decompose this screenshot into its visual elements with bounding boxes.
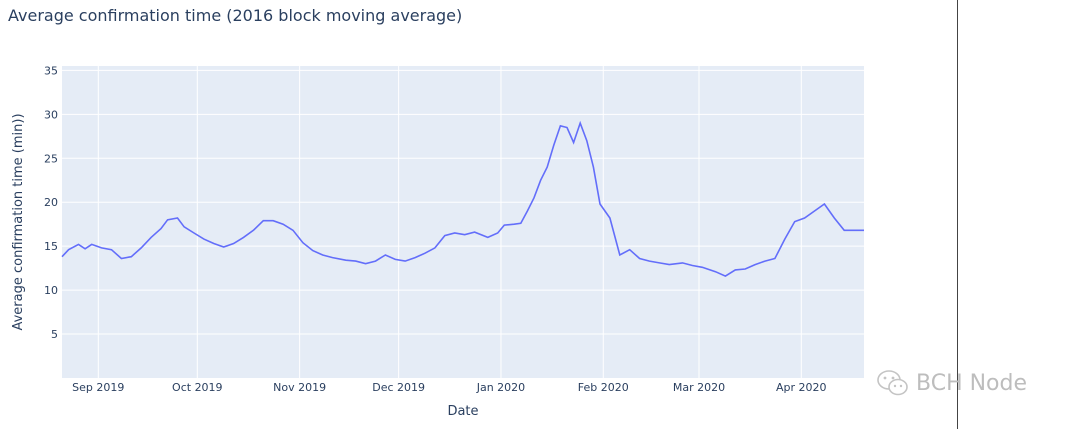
- x-tick-label: Sep 2019: [72, 381, 124, 394]
- plot-area: [62, 66, 864, 378]
- x-tick-label: Feb 2020: [578, 381, 629, 394]
- y-axis-ticks: 5 10 15 20 25 30 35: [44, 64, 58, 341]
- y-tick-label: 5: [51, 328, 58, 341]
- chart-title: Average confirmation time (2016 block mo…: [8, 6, 463, 25]
- y-tick-label: 15: [44, 240, 58, 253]
- y-axis-title: Average confirmation time (min)): [11, 113, 26, 330]
- watermark: BCH Node: [876, 368, 1027, 398]
- y-tick-label: 25: [44, 152, 58, 165]
- x-tick-label: Oct 2019: [172, 381, 223, 394]
- x-tick-label: Nov 2019: [273, 381, 326, 394]
- y-tick-label: 20: [44, 196, 58, 209]
- grid-layer: [62, 66, 864, 378]
- vertical-divider: [957, 0, 958, 429]
- x-axis-title: Date: [447, 404, 478, 419]
- x-tick-label: Jan 2020: [476, 381, 525, 394]
- x-tick-label: Mar 2020: [673, 381, 725, 394]
- x-axis-ticks: Sep 2019 Oct 2019 Nov 2019 Dec 2019 Jan 2020…: [72, 381, 826, 394]
- y-tick-label: 35: [44, 64, 58, 77]
- x-tick-label: Apr 2020: [776, 381, 827, 394]
- x-tick-label: Dec 2019: [372, 381, 425, 394]
- series-line: [61, 120, 864, 278]
- watermark-text: BCH Node: [916, 370, 1028, 396]
- y-tick-label: 30: [44, 108, 58, 121]
- wechat-icon: [877, 370, 908, 396]
- y-tick-label: 10: [44, 284, 58, 297]
